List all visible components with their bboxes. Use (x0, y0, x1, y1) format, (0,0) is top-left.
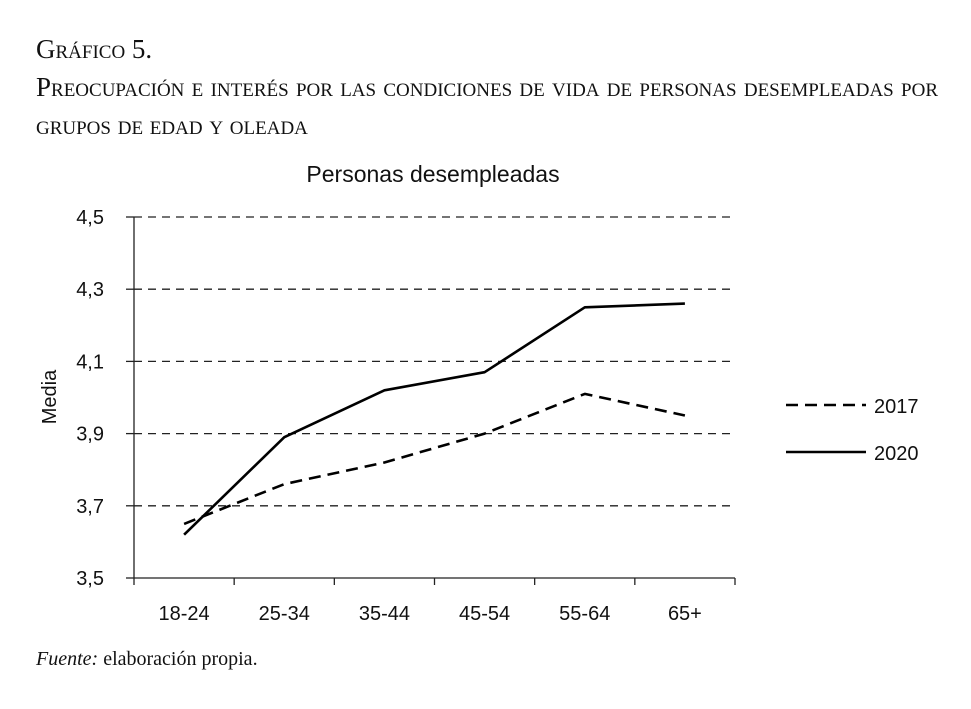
axes (126, 216, 736, 585)
figure-caption: Gráfico 5. Preocupación e interés por la… (36, 30, 938, 144)
y-axis-label: Media (39, 369, 61, 424)
y-tick-label: 4,3 (76, 279, 104, 301)
series-lines (183, 302, 686, 536)
source-text: elaboración propia. (103, 648, 258, 670)
legend-label: 2020 (874, 443, 919, 465)
x-tick-label: 45-54 (459, 603, 510, 625)
y-tick-labels: 3,5 3,7 3,9 4,1 4,3 4,5 (76, 207, 104, 590)
x-tick-label: 55-64 (559, 603, 610, 625)
gridlines (134, 216, 735, 507)
y-tick-label: 3,5 (76, 568, 104, 590)
y-tick-label: 4,1 (76, 351, 104, 373)
y-tick-label: 4,5 (76, 207, 104, 229)
figure-number: Gráfico 5. (36, 34, 153, 64)
source-label: Fuente: (36, 648, 99, 670)
legend: 2017 2020 (786, 396, 919, 465)
chart-title: Personas desempleadas (306, 161, 559, 187)
y-tick-label: 3,7 (76, 496, 104, 518)
x-tick-labels: 18-24 25-34 35-44 45-54 55-64 65+ (159, 603, 702, 625)
x-tick-label: 25-34 (259, 603, 310, 625)
legend-label: 2017 (874, 396, 919, 418)
series-line-2020 (183, 302, 685, 536)
source-note: Fuente: elaboración propia. (36, 648, 258, 671)
y-tick-label: 3,9 (76, 424, 104, 446)
x-tick-label: 18-24 (159, 603, 210, 625)
figure-title: Preocupación e interés por las condicion… (36, 72, 938, 140)
x-tick-label: 35-44 (359, 603, 410, 625)
x-tick-label: 65+ (668, 603, 702, 625)
series-line-2017 (183, 392, 686, 526)
